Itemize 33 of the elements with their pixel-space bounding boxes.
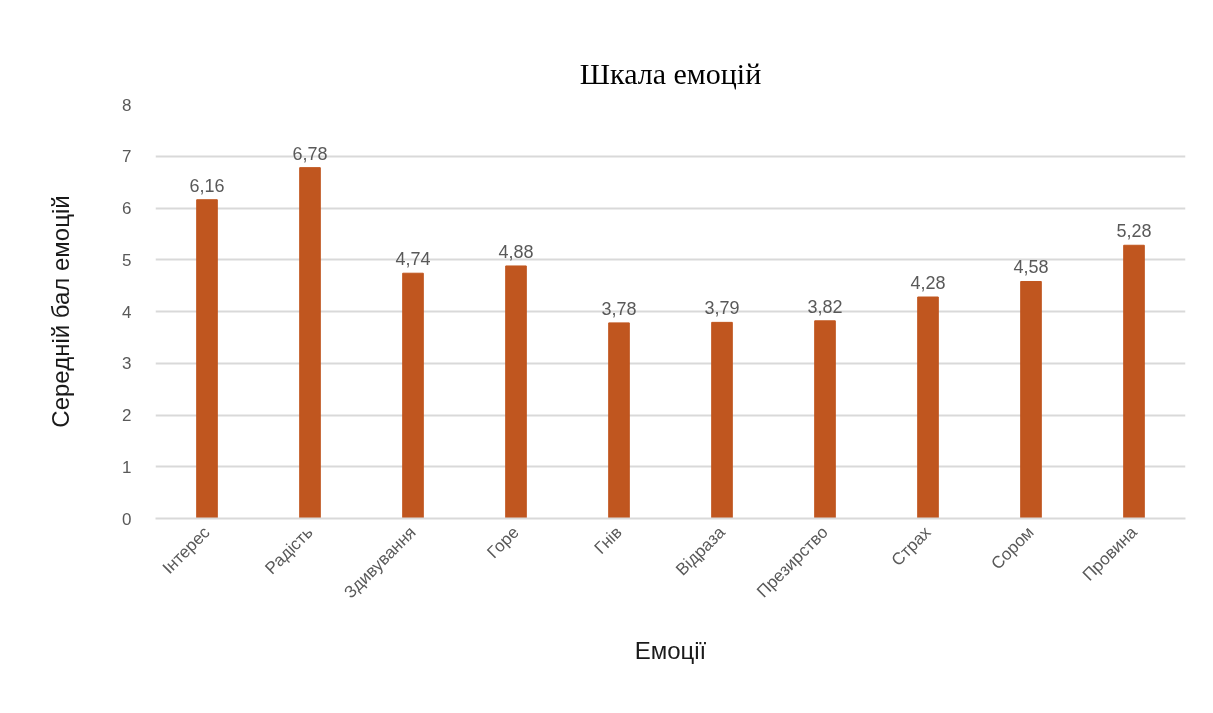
y-tick-label: 6 <box>122 199 132 218</box>
data-label: 3,82 <box>807 296 843 317</box>
data-label: 4,88 <box>498 241 534 262</box>
bar <box>711 321 733 519</box>
data-label: 3,78 <box>601 298 637 319</box>
y-tick-label: 0 <box>122 509 132 529</box>
data-label: 4,74 <box>395 249 431 270</box>
bar <box>402 272 424 519</box>
bar <box>917 296 939 519</box>
bar <box>608 322 630 519</box>
bar <box>299 167 321 519</box>
y-axis-title: Середній бал емоцій <box>47 195 75 428</box>
y-tick-label: 4 <box>122 302 132 322</box>
data-label: 4,28 <box>910 273 946 294</box>
data-label: 6,16 <box>189 175 225 196</box>
y-tick-label: 5 <box>122 250 132 270</box>
bar <box>1020 280 1042 519</box>
y-tick-label: 7 <box>122 147 132 167</box>
bar <box>814 320 836 519</box>
y-tick-label: 1 <box>122 457 132 477</box>
data-label: 3,79 <box>704 298 740 319</box>
y-tick-label: 2 <box>122 406 132 425</box>
bar <box>1123 244 1145 519</box>
data-label: 4,58 <box>1013 257 1049 278</box>
bar <box>196 199 218 519</box>
data-label: 6,78 <box>292 143 328 164</box>
bar <box>505 265 527 519</box>
x-tick-label: Гнів <box>590 522 626 558</box>
y-tick-label: 8 <box>122 95 132 115</box>
x-axis-title: Емоції <box>634 636 707 664</box>
data-label: 5,28 <box>1116 221 1152 242</box>
chart-title: Шкала емоцій <box>579 56 762 90</box>
y-tick-label: 3 <box>122 354 132 374</box>
